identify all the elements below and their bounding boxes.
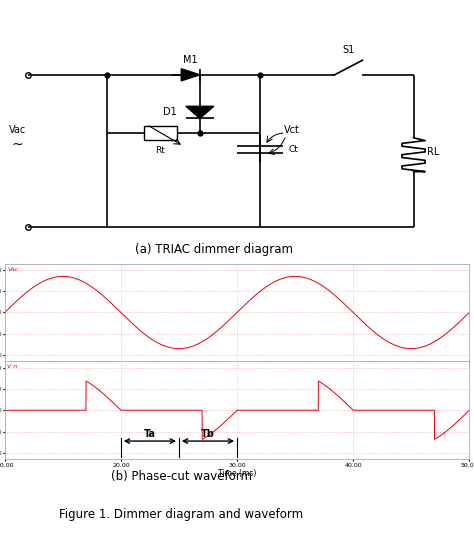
- Text: Figure 1. Dimmer diagram and waveform: Figure 1. Dimmer diagram and waveform: [59, 508, 303, 521]
- Text: Ct: Ct: [288, 146, 298, 154]
- Text: M1: M1: [183, 55, 198, 65]
- Text: (b) Phase-cut waveform: (b) Phase-cut waveform: [111, 471, 252, 483]
- Text: Vac: Vac: [9, 126, 27, 135]
- Text: Tb: Tb: [201, 429, 215, 439]
- Text: V n: V n: [7, 364, 18, 369]
- Polygon shape: [186, 106, 214, 119]
- Text: Ta: Ta: [144, 429, 156, 439]
- Text: (a) TRIAC dimmer diagram: (a) TRIAC dimmer diagram: [135, 243, 293, 257]
- Text: ~: ~: [12, 138, 23, 152]
- Text: RL: RL: [428, 147, 440, 157]
- X-axis label: Time (ms): Time (ms): [218, 469, 256, 478]
- Bar: [144, 126, 177, 140]
- Text: S1: S1: [342, 45, 355, 56]
- Text: Vac: Vac: [7, 267, 18, 272]
- Text: Rt: Rt: [155, 146, 165, 155]
- Polygon shape: [181, 69, 200, 81]
- Text: Vct: Vct: [283, 126, 299, 135]
- Text: D1: D1: [163, 107, 176, 118]
